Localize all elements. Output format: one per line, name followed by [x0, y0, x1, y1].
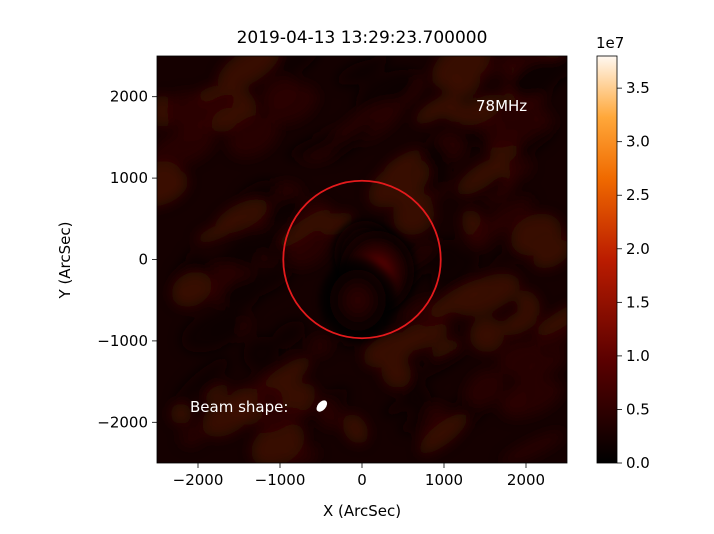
noise-blob: [342, 414, 369, 444]
noise-blob: [180, 426, 205, 447]
colorbar: 0.0 0.5 1.0 1.5 2.0 2.5 3.0 3.5 1e7: [596, 34, 650, 472]
colorbar-ticks: 0.0 0.5 1.0 1.5 2.0 2.5 3.0 3.5: [617, 79, 650, 472]
x-tick-label: 2000: [507, 471, 545, 489]
colorbar-tick-label: 0.5: [626, 400, 650, 418]
solar-disk-circle: [282, 179, 442, 340]
noise-blob: [327, 122, 374, 161]
noise-blob: [267, 195, 304, 228]
noise-blob: [444, 100, 467, 123]
noise-blob: [251, 421, 305, 463]
noise-blob: [157, 128, 216, 168]
beam-shape-label: Beam shape:: [190, 398, 288, 416]
beam-shape-ellipse: [316, 400, 328, 412]
noise-blob: [277, 209, 331, 248]
colorbar-tick-label: 2.0: [626, 240, 650, 258]
noise-blob: [428, 278, 489, 317]
chart-title: 2019-04-13 13:29:23.700000: [237, 28, 488, 48]
noise-blob: [469, 317, 505, 353]
noise-blob: [258, 407, 300, 433]
noise-blob: [211, 107, 240, 133]
x-axis-label: X (ArcSec): [323, 502, 401, 520]
noise-blob: [229, 235, 263, 269]
sources-layer: [318, 217, 419, 344]
noise-blob: [457, 157, 507, 195]
noise-blob: [222, 278, 261, 312]
noise-blob: [489, 248, 525, 266]
noise-blob: [286, 132, 340, 159]
noise-blob: [509, 57, 563, 99]
y-axis: −2000 −1000 0 1000 2000: [97, 88, 157, 431]
noise-blob: [383, 149, 422, 174]
y-tick-label: 0: [138, 251, 148, 269]
noise-blob: [533, 239, 567, 269]
noise-blob: [171, 271, 212, 307]
noise-blob: [175, 357, 230, 404]
noise-blob: [167, 91, 205, 131]
noise-blob: [276, 56, 321, 78]
noise-blob: [363, 332, 416, 368]
noise-blob: [497, 339, 544, 376]
noise-blob: [447, 66, 481, 97]
noise-blob: [408, 348, 466, 384]
radio-source: [318, 256, 398, 344]
noise-blob: [495, 128, 521, 149]
noise-blob: [399, 415, 428, 434]
plot-area: Beam shape: 78MHz: [156, 55, 568, 464]
noise-blob: [228, 388, 265, 425]
noise-blob: [350, 56, 390, 86]
colorbar-tick-label: 2.5: [626, 186, 650, 204]
noise-blob: [227, 114, 279, 158]
noise-blob: [536, 303, 567, 337]
colorbar-tick-label: 1.5: [626, 293, 650, 311]
noise-blob: [431, 248, 480, 291]
y-axis-label: Y (ArcSec): [56, 222, 74, 300]
noise-blob: [458, 94, 504, 126]
x-tick-label: 0: [357, 471, 367, 489]
y-tick-label: 2000: [110, 88, 148, 106]
colorbar-tick-label: 3.0: [626, 133, 650, 151]
noise-blob: [414, 94, 459, 125]
noise-blob: [422, 142, 450, 173]
noise-blob: [257, 386, 284, 414]
noise-blob: [393, 197, 435, 236]
noise-blob: [203, 384, 228, 404]
y-tick-label: 1000: [110, 169, 148, 187]
noise-blob: [355, 69, 418, 112]
noise-blob: [368, 159, 430, 208]
noise-blob: [265, 84, 318, 125]
noise-blob: [465, 369, 505, 408]
noise-blob: [419, 413, 468, 454]
x-axis: −2000 −1000 0 1000 2000: [173, 463, 545, 489]
noise-blob: [309, 336, 331, 356]
colorbar-gradient: [596, 55, 618, 464]
noise-blob: [501, 431, 565, 463]
x-tick-label: −1000: [255, 471, 306, 489]
colorbar-tick-label: 1.0: [626, 347, 650, 365]
noise-blob: [170, 403, 192, 425]
noise-blob: [243, 336, 279, 372]
noise-blob: [500, 378, 563, 418]
frequency-label: 78MHz: [476, 97, 527, 115]
colorbar-multiplier: 1e7: [596, 34, 624, 52]
noise-blob: [401, 380, 432, 415]
noise-blob: [157, 161, 184, 202]
noise-blob: [479, 56, 524, 79]
y-tick-label: −2000: [97, 413, 148, 431]
noise-blob: [473, 198, 533, 243]
noise-blob: [501, 310, 537, 336]
noise-blob: [195, 222, 238, 244]
x-tick-label: −2000: [173, 471, 224, 489]
colorbar-tick-label: 3.5: [626, 79, 650, 97]
colorbar-tick-label: 0.0: [626, 454, 650, 472]
noise-blob: [514, 349, 567, 387]
noise-blob: [217, 56, 280, 90]
y-tick-label: −1000: [97, 332, 148, 350]
x-tick-label: 1000: [425, 471, 463, 489]
noise-blob: [271, 320, 306, 349]
source-contour: [353, 295, 362, 305]
noise-blob: [181, 308, 245, 353]
